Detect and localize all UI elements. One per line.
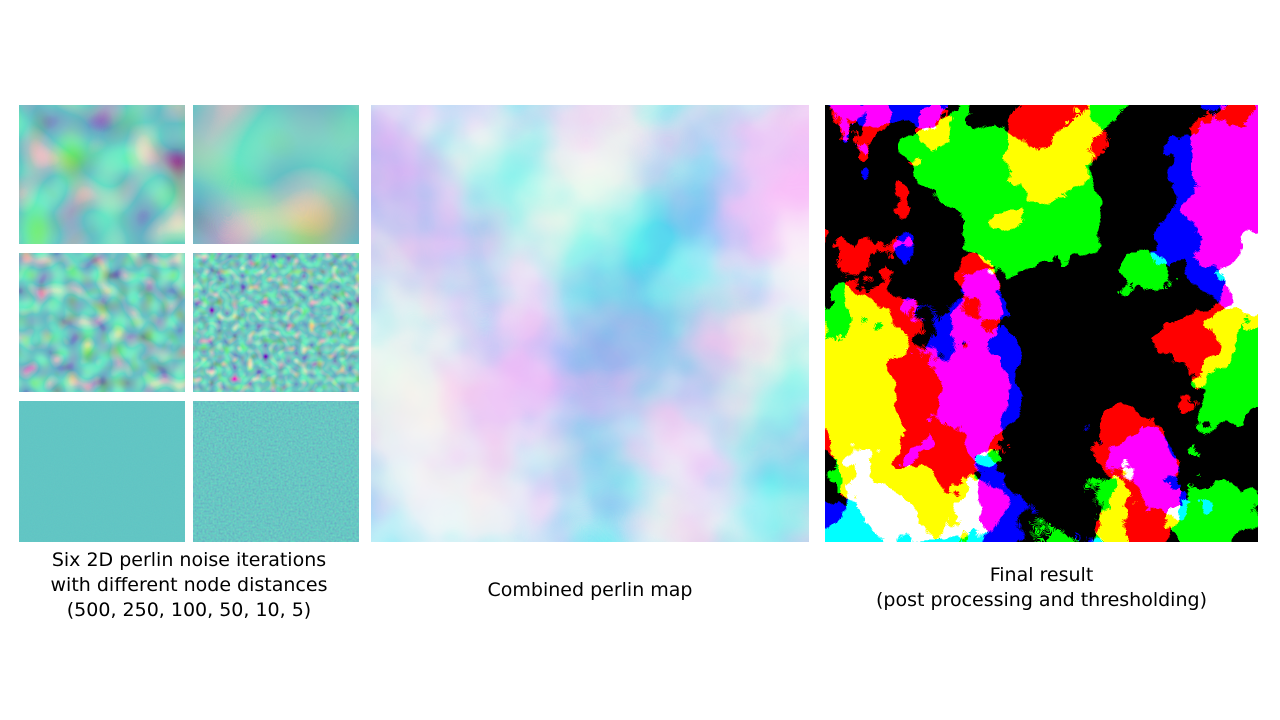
combined-perlin-map bbox=[371, 105, 809, 542]
noise-iteration-10 bbox=[19, 401, 185, 542]
noise-iteration-500 bbox=[19, 105, 185, 244]
combined-caption-line-1: Combined perlin map bbox=[487, 579, 693, 601]
iterations-caption-line-2: with different node distances bbox=[50, 574, 328, 596]
combined-caption: Combined perlin map bbox=[371, 578, 809, 603]
final-caption: Final result (post processing and thresh… bbox=[825, 563, 1258, 613]
final-result-map bbox=[825, 105, 1258, 542]
final-caption-line-1: Final result bbox=[989, 564, 1094, 586]
noise-iteration-50 bbox=[193, 253, 359, 392]
noise-iteration-250 bbox=[193, 105, 359, 244]
noise-iteration-5 bbox=[193, 401, 359, 542]
noise-iteration-100 bbox=[19, 253, 185, 392]
iterations-caption: Six 2D perlin noise iterations with diff… bbox=[19, 548, 359, 623]
iterations-caption-line-3: (500, 250, 100, 50, 10, 5) bbox=[66, 599, 312, 621]
final-caption-line-2: (post processing and thresholding) bbox=[876, 589, 1207, 611]
iterations-caption-line-1: Six 2D perlin noise iterations bbox=[51, 549, 327, 571]
